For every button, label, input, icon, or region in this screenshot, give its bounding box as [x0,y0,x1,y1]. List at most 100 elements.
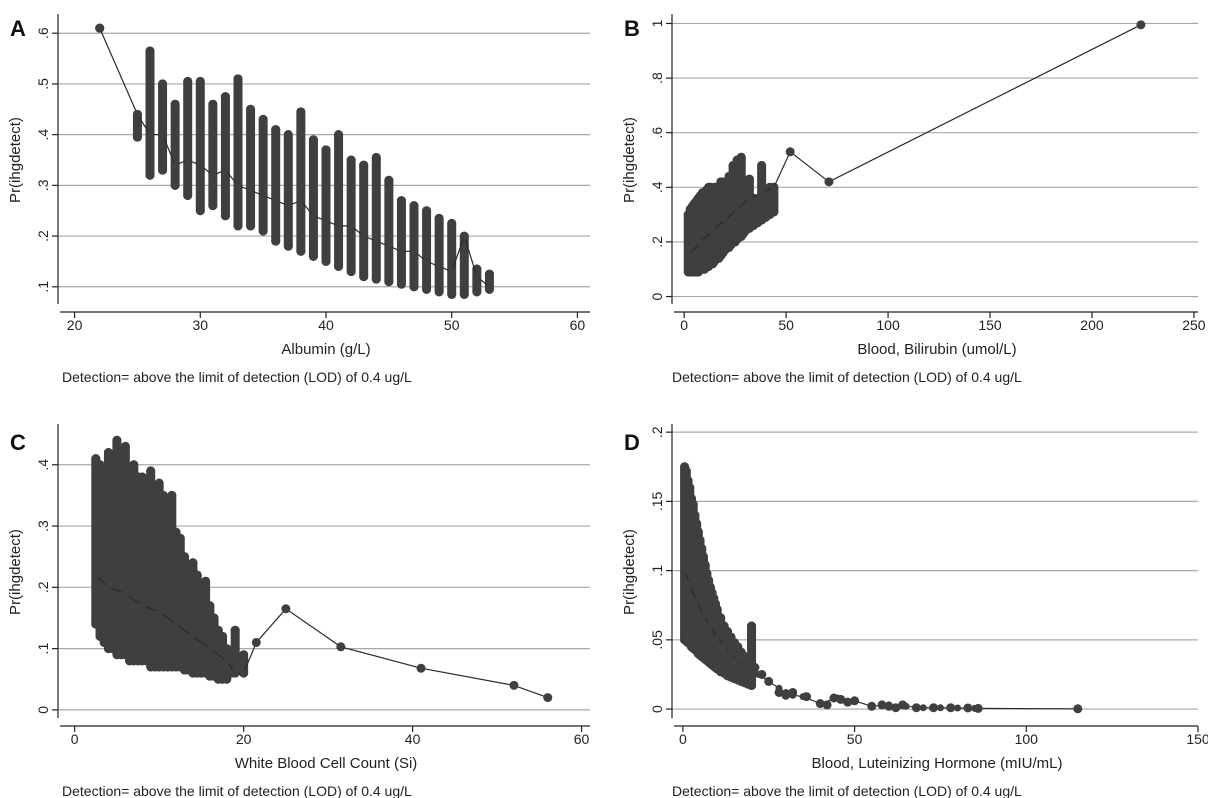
data-point [172,620,180,628]
data-point [745,194,753,202]
y-tick-label: .3 [35,520,51,532]
x-tick-label: 60 [570,317,586,333]
data-point [472,264,482,274]
data-point [757,669,767,679]
panel-letter: A [10,16,26,41]
data-point [309,212,317,220]
data-marks [95,23,494,299]
data-point [696,238,704,246]
data-point [693,597,701,605]
data-point [184,156,192,164]
data-point [877,700,887,710]
data-point [297,197,305,205]
data-point [936,704,944,712]
data-point [335,222,343,230]
data-point [385,242,393,250]
data-point [296,107,306,117]
data-point [829,693,839,703]
data-point [750,663,760,673]
x-tick-label: 30 [192,317,208,333]
data-point [785,147,795,157]
y-tick-label: .2 [649,236,665,248]
data-point [802,692,811,702]
panel-c: C 0 .1 .2 .3 .4 0 20 40 60 White Blood Cell Count … [7,424,590,798]
data-point [898,700,908,710]
data-point [167,490,177,500]
x-tick-label: 0 [680,317,688,333]
data-point [422,284,432,294]
data-point [334,262,344,271]
panel-b: B 0 .2 .4 .6 .8 1 0 50 100 150 200 250 Blood, Bilirub… [621,14,1206,385]
data-point [713,633,721,641]
data-point [346,267,356,277]
data-point [283,241,293,251]
data-point [251,637,261,647]
data-point [744,174,754,184]
data-point [929,703,939,713]
data-point [1136,20,1146,30]
data-point [372,237,380,245]
data-point [183,191,193,200]
data-point [721,216,729,224]
data-point [120,441,130,451]
data-point [758,189,766,197]
data-point [240,669,248,677]
data-point [360,232,368,240]
y-tick-label: .4 [35,129,51,141]
y-tick-label: .1 [35,281,51,293]
data-point [769,207,779,217]
data-point [145,170,155,180]
x-tick-label: 50 [778,317,794,333]
data-point [815,699,825,709]
data-point [258,226,268,236]
data-point [308,251,318,261]
data-point [233,221,243,231]
data-point [96,24,104,32]
data-point [171,161,179,169]
y-tick-label: .6 [35,27,51,39]
data-point [681,567,689,575]
data-point [371,152,381,162]
y-tick-label: .15 [649,491,665,511]
data-point [409,282,419,292]
data-point [460,232,468,240]
data-point [697,543,707,553]
data-point [973,703,983,713]
data-point [435,263,443,270]
data-point [246,104,256,114]
data-point [206,645,214,653]
panel-letter: D [624,430,640,455]
data-point [220,211,230,221]
data-point [688,499,698,509]
data-point [850,696,860,706]
data-point [208,201,218,211]
data-point [239,650,249,660]
data-point [919,704,927,712]
x-tick-label: 40 [318,317,334,333]
data-point [963,703,973,713]
data-point [129,460,139,470]
data-point [271,236,281,246]
data-point [271,125,281,135]
data-point [103,448,113,458]
data-point [218,631,228,641]
data-point [712,604,722,614]
data-point [247,186,255,194]
y-tick-label: .4 [35,459,51,471]
x-axis-title: White Blood Cell Count (Si) [235,755,418,772]
data-point [195,206,205,216]
data-point [183,76,193,86]
y-tick-label: .8 [649,72,665,84]
data-point [322,217,330,225]
data-point [284,202,292,210]
data-point [770,183,778,191]
data-point [698,552,708,562]
data-point [221,166,229,174]
panel-note: Detection= above the limit of detection … [672,783,1022,798]
x-tick-label: 0 [71,731,79,747]
data-point [774,687,784,697]
data-point [867,701,877,711]
data-point [371,274,381,284]
data-point [223,657,231,665]
panel-letter: B [624,16,640,41]
